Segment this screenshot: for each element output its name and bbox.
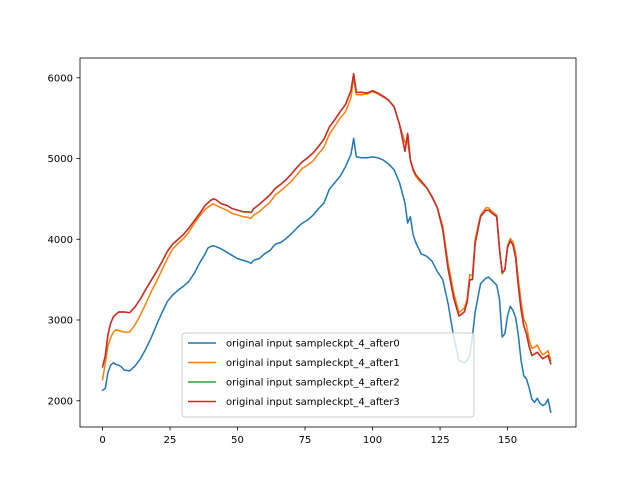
x-tick-label: 50 [231,435,244,446]
legend-box [181,332,475,418]
series-line-3 [101,73,552,368]
x-axis: 0 25 50 75 100 125 150 [99,427,517,446]
axes-frame [79,57,577,428]
series-layer [101,73,552,413]
legend-label: original input sampleckpt_4_after0 [226,339,400,350]
x-tick-label: 75 [299,435,312,446]
series-line-0 [101,137,552,413]
x-tick-label: 0 [99,435,105,446]
y-tick-label: 4000 [48,235,73,246]
y-tick-label: 5000 [48,154,73,165]
x-tick-label: 150 [498,435,517,446]
x-tick-label: 125 [431,435,450,446]
y-axis: 2000 3000 4000 5000 6000 [48,73,80,407]
y-tick-label: 3000 [48,316,73,327]
legend-label: original input sampleckpt_4_after3 [226,397,400,408]
legend-label: original input sampleckpt_4_after1 [226,358,400,369]
x-tick-label: 25 [164,435,177,446]
legend-label: original input sampleckpt_4_after2 [226,378,400,389]
legend: original input sampleckpt_4_after0origin… [181,332,475,418]
y-tick-label: 6000 [48,73,73,84]
x-tick-label: 100 [363,435,382,446]
y-tick-label: 2000 [48,396,73,407]
